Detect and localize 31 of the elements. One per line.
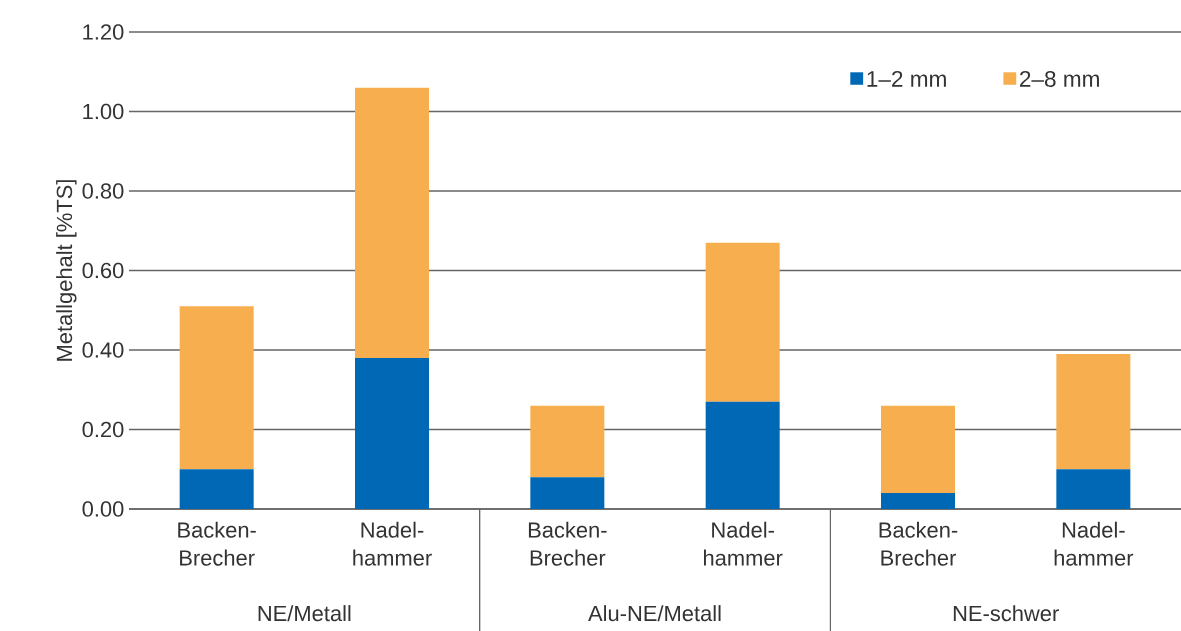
x-tick-label: Backen-Brecher (178, 521, 256, 566)
y-tick-label: 0.60 (82, 262, 124, 279)
bar (1056, 353, 1131, 470)
x-tick-label: Backen-Brecher (528, 521, 607, 566)
text: Alu-NE/Metall (588, 605, 721, 622)
bar (179, 469, 254, 509)
legend-label: 1–2 mm (867, 70, 946, 87)
x-tick-label: Nadel-hammer (1054, 521, 1134, 566)
legend-label: 2–8 mm (1020, 70, 1099, 87)
bar (881, 493, 956, 509)
bar (530, 405, 605, 478)
y-tick-label: 0.80 (82, 183, 124, 199)
y-tick-label: 0.40 (82, 342, 124, 358)
y-tick-label: 1.20 (83, 24, 124, 40)
bar (705, 242, 780, 402)
bar (179, 306, 254, 470)
bar (355, 87, 430, 358)
x-tick-label: Nadel-hammer (353, 521, 432, 566)
y-tick-label: 0.00 (82, 501, 124, 517)
y-axis-title: Metallgehalt [%TS] (56, 180, 77, 361)
text: NE-schwer (953, 605, 1059, 622)
bar (355, 357, 430, 509)
x-tick-label: Nadel-hammer (704, 521, 783, 566)
bar (705, 401, 780, 509)
text: NE/Metall (258, 605, 351, 622)
bar (881, 405, 956, 494)
y-tick-label: 0.20 (82, 421, 124, 438)
x-tick-label: Backen-Brecher (879, 521, 958, 566)
bar (1056, 469, 1131, 509)
y-tick-label: 1.00 (83, 103, 124, 120)
bar (530, 477, 605, 509)
